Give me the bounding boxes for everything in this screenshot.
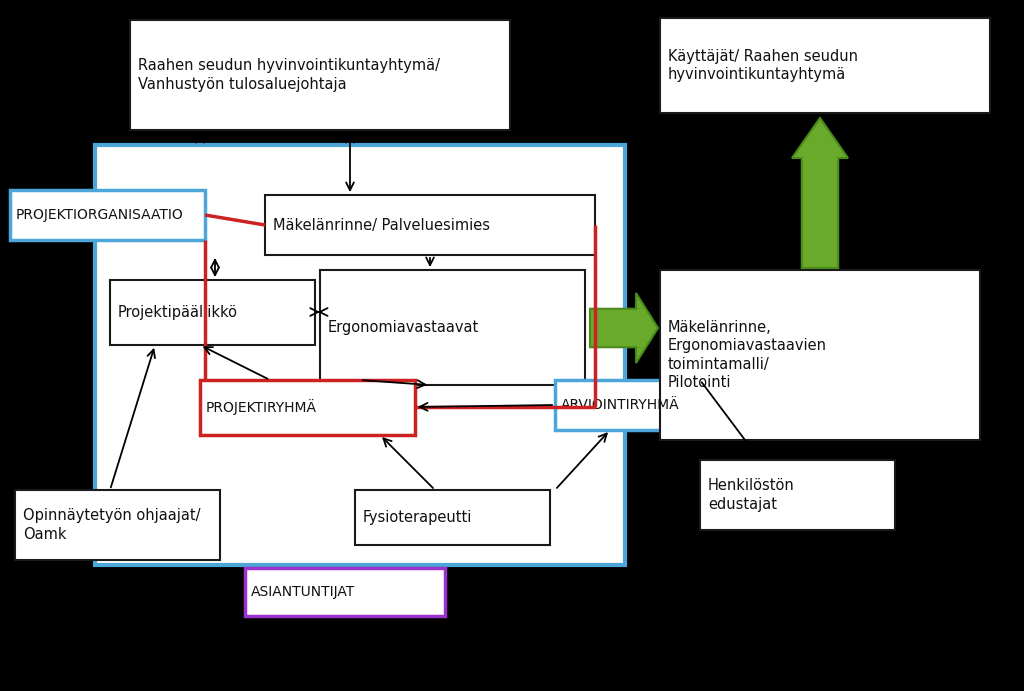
Text: ASIANTUNTIJAT: ASIANTUNTIJAT	[251, 585, 355, 599]
Text: ARVIOINTIRYHMÄ: ARVIOINTIRYHMÄ	[561, 398, 680, 412]
Text: Raahen seudun hyvinvointikuntayhtymä/
Vanhustyön tulosaluejohtaja: Raahen seudun hyvinvointikuntayhtymä/ Va…	[138, 58, 440, 92]
Text: Mäkelänrinne/ Palveluesimies: Mäkelänrinne/ Palveluesimies	[273, 218, 490, 232]
Text: Opinnäytetyön ohjaajat/
Oamk: Opinnäytetyön ohjaajat/ Oamk	[23, 508, 201, 542]
FancyBboxPatch shape	[10, 190, 205, 240]
FancyBboxPatch shape	[200, 380, 415, 435]
Text: Käyttäjät/ Raahen seudun
hyvinvointikuntayhtymä: Käyttäjät/ Raahen seudun hyvinvointikunt…	[668, 48, 858, 82]
FancyBboxPatch shape	[110, 280, 315, 345]
FancyBboxPatch shape	[660, 18, 990, 113]
Text: Projektipäällikkö: Projektipäällikkö	[118, 305, 238, 320]
FancyBboxPatch shape	[265, 195, 595, 255]
Text: Ergonomiavastaavat: Ergonomiavastaavat	[328, 320, 479, 335]
Text: Mäkelänrinne,
Ergonomiavastaavien
toimintamalli/
Pilotointi: Mäkelänrinne, Ergonomiavastaavien toimin…	[668, 320, 827, 390]
FancyBboxPatch shape	[700, 460, 895, 530]
Text: PROJEKTIRYHMÄ: PROJEKTIRYHMÄ	[206, 399, 317, 415]
Polygon shape	[792, 118, 848, 268]
Text: PROJEKTIORGANISAATIO: PROJEKTIORGANISAATIO	[16, 208, 183, 222]
FancyBboxPatch shape	[15, 490, 220, 560]
FancyBboxPatch shape	[660, 270, 980, 440]
FancyBboxPatch shape	[95, 145, 625, 565]
Text: Henkilöstön
edustajat: Henkilöstön edustajat	[708, 478, 795, 512]
FancyBboxPatch shape	[555, 380, 750, 430]
FancyBboxPatch shape	[355, 490, 550, 545]
Polygon shape	[590, 293, 658, 363]
FancyBboxPatch shape	[245, 568, 445, 616]
Text: Fysioterapeutti: Fysioterapeutti	[362, 510, 472, 525]
FancyBboxPatch shape	[319, 270, 585, 385]
FancyBboxPatch shape	[130, 20, 510, 130]
